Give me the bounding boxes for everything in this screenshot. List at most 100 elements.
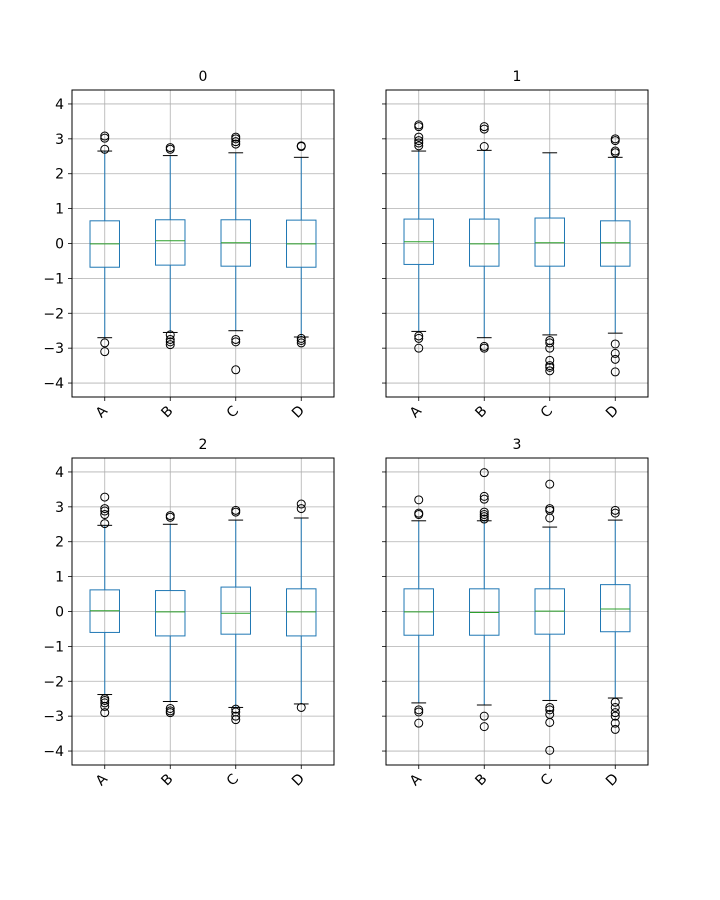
box-c (534, 152, 565, 376)
box-a (89, 492, 120, 718)
iqr-box (600, 584, 631, 633)
outlier-point (231, 711, 241, 721)
box-c (534, 479, 565, 755)
outlier-point (479, 507, 489, 517)
y-tick-label: 3 (55, 500, 64, 516)
outlier-point (545, 343, 555, 353)
outlier-point (610, 697, 620, 707)
outlier-point (165, 340, 175, 350)
y-tick-label: 3 (55, 132, 64, 148)
outlier-point (296, 702, 306, 712)
outlier-point (479, 494, 489, 504)
y-tick-label: −1 (43, 639, 64, 655)
outlier-point (100, 701, 110, 711)
outlier-point (545, 338, 555, 348)
x-tick-label-c: C (538, 771, 556, 789)
outlier-point (479, 711, 489, 721)
x-tick-label-a: A (407, 771, 425, 789)
subplot-title: 3 (513, 437, 522, 453)
x-tick-label-d: D (603, 403, 622, 422)
outlier-point (100, 133, 110, 143)
outlier-point (296, 333, 306, 343)
outlier-point (100, 698, 110, 708)
outlier-point (100, 506, 110, 516)
outlier-point (231, 365, 241, 375)
y-tick-label: −2 (43, 306, 64, 322)
outlier-point (165, 511, 175, 521)
iqr-box (469, 218, 500, 267)
axes-frame (71, 89, 335, 398)
x-tick-label-d: D (289, 403, 308, 422)
y-tick-label: 2 (55, 167, 64, 183)
y-tick-label: 2 (55, 535, 64, 551)
outlier-point (165, 703, 175, 713)
outlier-point (100, 347, 110, 357)
outlier-point (414, 343, 424, 353)
box-c (220, 132, 251, 375)
outlier-point (545, 702, 555, 712)
outlier-point (610, 702, 620, 712)
outlier-point (100, 504, 110, 514)
box-d (600, 134, 631, 377)
outlier-point (479, 122, 489, 132)
outlier-point (100, 510, 110, 520)
x-tick-label-a: A (93, 403, 111, 421)
outlier-point (165, 143, 175, 153)
subplot-title: 0 (199, 69, 208, 85)
outlier-point (479, 491, 489, 501)
box-a (403, 495, 434, 728)
y-tick-label: −1 (43, 271, 64, 287)
y-tick-label: 0 (55, 237, 64, 253)
iqr-box (155, 590, 186, 637)
outlier-point (414, 508, 424, 518)
outlier-point (231, 715, 241, 725)
box-d (286, 141, 317, 348)
x-tick-label-c: C (538, 403, 556, 421)
outlier-point (545, 705, 555, 715)
box-a (403, 120, 434, 353)
outlier-point (610, 339, 620, 349)
outlier-point (479, 343, 489, 353)
outlier-point (610, 724, 620, 734)
outlier-point (545, 504, 555, 514)
outlier-point (100, 695, 110, 705)
outlier-point (414, 333, 424, 343)
outlier-point (414, 141, 424, 151)
x-tick-label-c: C (224, 403, 242, 421)
outlier-point (231, 334, 241, 344)
iqr-box (155, 219, 186, 266)
outlier-point (610, 711, 620, 721)
subplot-2: −4 −3 −2 −1 0 1 2 3 4 A B C D 2 (43, 437, 335, 790)
outlier-point (414, 705, 424, 715)
box-c (220, 505, 251, 725)
outlier-point (100, 708, 110, 718)
box-a (89, 131, 120, 357)
outlier-point (414, 707, 424, 717)
outlier-point (296, 499, 306, 509)
outlier-point (165, 708, 175, 718)
y-tick-label: −2 (43, 674, 64, 690)
y-tick-label: 4 (55, 465, 64, 481)
outlier-point (610, 505, 620, 515)
y-tick-label: 1 (55, 570, 64, 586)
outlier-point (414, 136, 424, 146)
box-b (155, 143, 186, 350)
subplot-title: 2 (199, 437, 208, 453)
subplot-title: 1 (513, 69, 522, 85)
box-d (286, 499, 317, 712)
x-tick-label-c: C (224, 771, 242, 789)
iqr-box (469, 588, 500, 636)
x-tick-label-d: D (603, 771, 622, 790)
outlier-point (610, 508, 620, 518)
outlier-point (414, 495, 424, 505)
outlier-point (545, 355, 555, 365)
outlier-point (165, 337, 175, 347)
iqr-box (600, 220, 631, 267)
axes-frame (385, 89, 649, 398)
x-tick-label-a: A (407, 403, 425, 421)
outlier-point (610, 718, 620, 728)
outlier-point (231, 505, 241, 515)
axes-frame (385, 457, 649, 766)
outlier-point (414, 120, 424, 130)
